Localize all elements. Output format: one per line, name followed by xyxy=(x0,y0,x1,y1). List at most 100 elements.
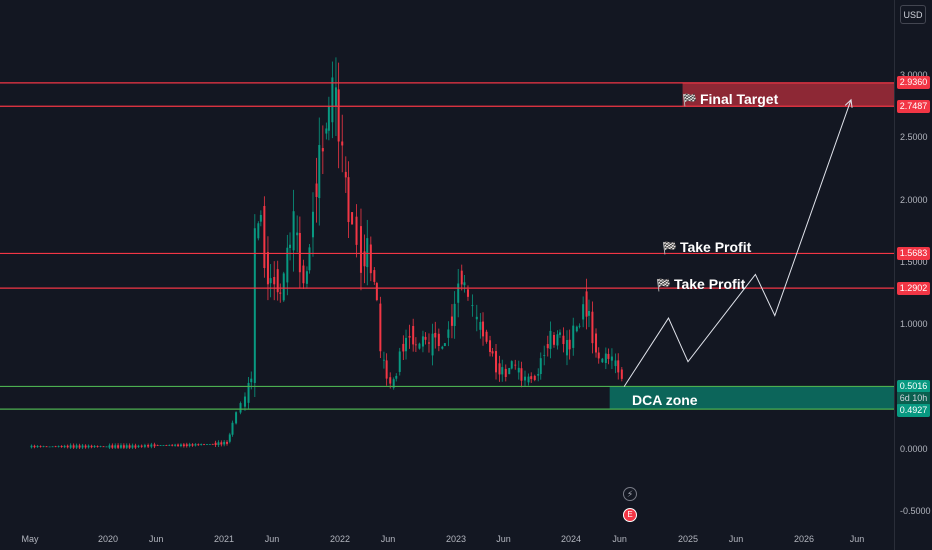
candle-body xyxy=(479,321,482,330)
candle-body xyxy=(530,376,533,380)
level-price-tag: 2.7487 xyxy=(897,99,930,113)
candle-body xyxy=(179,444,182,447)
candle-body xyxy=(389,377,392,384)
candle-body xyxy=(247,382,250,403)
time-tick-label: 2025 xyxy=(677,534,699,544)
candle-body xyxy=(108,445,111,448)
candle-body xyxy=(128,445,131,448)
dca-zone-label: DCA zone xyxy=(632,392,698,408)
candle-body xyxy=(228,434,231,442)
candle-body xyxy=(273,276,276,285)
candle-body xyxy=(318,145,321,199)
candle-body xyxy=(131,445,134,448)
candle-body xyxy=(188,444,191,446)
candle-body xyxy=(54,446,57,448)
candle-body xyxy=(533,375,536,380)
candle-body xyxy=(558,332,561,335)
candle-body xyxy=(168,444,171,446)
candle-body xyxy=(366,238,369,268)
candle-body xyxy=(514,364,517,366)
price-tick-label: -0.5000 xyxy=(900,506,931,517)
time-tick-label: Jun xyxy=(496,534,511,544)
earnings-event-icon[interactable]: E xyxy=(623,508,637,522)
price-tick-label: 2.0000 xyxy=(900,194,928,205)
candle-body xyxy=(140,445,143,447)
candle-body xyxy=(298,232,301,273)
candle-body xyxy=(427,342,430,344)
candle-body xyxy=(321,148,324,152)
price-tick-label: 0.0000 xyxy=(900,444,928,454)
candle-body xyxy=(402,343,405,352)
candle-body xyxy=(495,351,498,373)
candle-body xyxy=(51,446,54,448)
candle-body xyxy=(93,445,96,448)
candle-body xyxy=(556,334,559,346)
price-tick-label: 1.0000 xyxy=(900,319,928,330)
candle-body xyxy=(385,360,388,379)
candle-body xyxy=(250,378,253,383)
candle-body xyxy=(276,269,279,293)
candle-body xyxy=(36,445,39,448)
candle-body xyxy=(57,446,60,447)
candle-body xyxy=(460,270,463,285)
candle-body xyxy=(582,304,585,320)
candle-body xyxy=(344,171,347,178)
candle-body xyxy=(431,333,434,356)
candle-body xyxy=(147,444,150,447)
candle-body xyxy=(87,445,90,448)
candle-body xyxy=(614,360,617,367)
candle-body xyxy=(220,442,223,445)
candle-body xyxy=(257,223,260,239)
candle-body xyxy=(375,283,378,301)
candle-body xyxy=(549,330,552,349)
candle-body xyxy=(457,283,460,303)
candle-body xyxy=(174,444,177,446)
levels-layer xyxy=(0,82,894,410)
candle-body xyxy=(562,335,565,345)
final-target-label: 🏁 Final Target xyxy=(682,91,779,107)
candle-body xyxy=(63,445,66,448)
candle-body xyxy=(412,326,415,345)
candle-body xyxy=(60,445,63,448)
time-tick-label: Jun xyxy=(264,534,280,544)
time-tick-label: May xyxy=(21,534,39,544)
candle-body xyxy=(508,367,511,375)
candle-body xyxy=(347,177,350,223)
candle-body xyxy=(482,321,485,337)
candle-body xyxy=(208,444,211,445)
candles-layer xyxy=(30,57,623,449)
candle-body xyxy=(279,292,282,294)
candle-body xyxy=(552,334,555,345)
price-axis-separator xyxy=(894,0,895,550)
currency-button[interactable]: USD xyxy=(900,5,926,24)
candle-body xyxy=(90,445,93,448)
projection-path[interactable] xyxy=(623,99,852,387)
candle-body xyxy=(453,303,456,327)
time-tick-label: Jun xyxy=(849,534,865,544)
candle-body xyxy=(575,326,578,332)
candle-body xyxy=(595,333,598,353)
candle-body xyxy=(539,358,542,374)
candle-body xyxy=(527,376,530,383)
candle-body xyxy=(520,368,523,381)
candle-body xyxy=(269,278,272,284)
candle-body xyxy=(537,373,540,376)
time-tick-label: 2022 xyxy=(329,534,351,544)
candle-body xyxy=(226,441,229,444)
candle-body xyxy=(359,226,362,273)
candle-body xyxy=(302,265,305,284)
candle-body xyxy=(355,216,358,245)
candle-body xyxy=(72,445,75,448)
candle-body xyxy=(177,444,180,446)
candle-body xyxy=(182,444,185,447)
candle-body xyxy=(315,183,318,197)
lightning-event-icon[interactable]: ⚡ xyxy=(623,487,637,501)
price-tick-label: 1.5000 xyxy=(900,256,928,267)
candle-body xyxy=(591,311,594,344)
time-tick-label: 2021 xyxy=(213,534,235,544)
time-tick-label: Jun xyxy=(728,534,744,544)
candle-body xyxy=(117,445,120,448)
candle-body xyxy=(610,356,613,361)
candle-body xyxy=(325,128,328,134)
